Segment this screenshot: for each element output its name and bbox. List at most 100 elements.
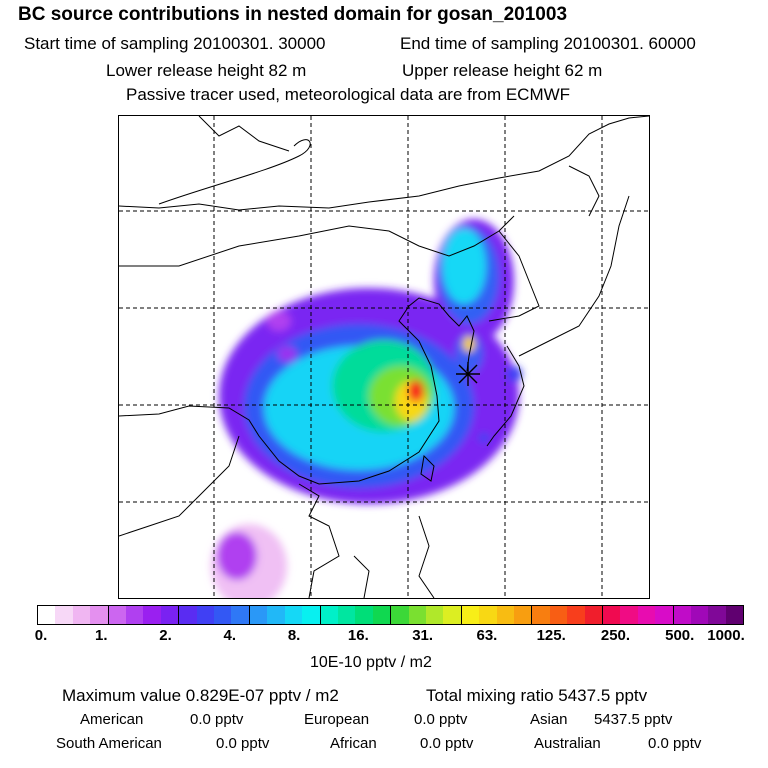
colorbar-segment: [513, 606, 533, 624]
colorbar-segment: [214, 606, 232, 624]
colorbar-segment: [126, 606, 144, 624]
graticule: [119, 116, 649, 598]
lake-baikal: [158, 139, 311, 205]
colorbar-tick-label: 125.: [536, 627, 566, 644]
plume-violet-sw: [217, 532, 257, 580]
plume-korea-yellow: [463, 336, 475, 352]
japan-kyushu: [486, 345, 525, 447]
colorbar-segment: [302, 606, 321, 624]
coastlines: [119, 116, 649, 598]
plume-red-max: [408, 380, 424, 402]
receptor-star-icon: [456, 362, 480, 386]
european-value: 0.0 pptv: [414, 711, 468, 728]
colorbar-segment: [691, 606, 709, 624]
colorbar-segment: [479, 606, 497, 624]
plume-cyan-north: [442, 228, 486, 304]
lower-release-height: Lower release height 82 m: [106, 61, 307, 80]
colorbar-tick-label: 250.: [600, 627, 631, 644]
upper-release-height: Upper release height 62 m: [402, 61, 603, 80]
total-mixing-ratio-label: Total mixing ratio 5437.5 pptv: [426, 686, 648, 705]
sakhalin: [568, 165, 600, 217]
colorbar-segment: [72, 606, 91, 624]
colorbar-segment: [443, 606, 462, 624]
southwest-border: [119, 435, 240, 537]
colorbar-unit: 10E-10 pptv / m2: [310, 654, 432, 671]
concentration-field: [211, 219, 522, 598]
colorbar-segment: [196, 606, 215, 624]
philippines: [353, 555, 370, 598]
colorbar-segment: [267, 606, 285, 624]
colorbar-segment: [708, 606, 726, 624]
colorbar-segment: [391, 606, 409, 624]
border-north: [119, 116, 649, 211]
colorbar-tick-label: 2.: [159, 627, 172, 644]
colorbar-segment: [320, 606, 338, 624]
colorbar-segment: [408, 606, 426, 624]
colorbar-segment: [725, 606, 744, 624]
taiwan: [420, 454, 435, 482]
colorbar-segment: [38, 606, 56, 624]
colorbar-segment: [284, 606, 303, 624]
colorbar-tick-label: 1000.: [707, 627, 745, 644]
colorbar-segment: [532, 606, 550, 624]
plume-west-speck: [267, 311, 291, 331]
tracer-note: Passive tracer used, meteorological data…: [126, 85, 571, 104]
asian-label: Asian: [530, 711, 568, 728]
african-value: 0.0 pptv: [420, 735, 474, 752]
colorbar-tick-label: 31.: [412, 627, 434, 644]
colorbar-segment: [461, 606, 480, 624]
colorbar: [37, 605, 744, 625]
colorbar-segment: [637, 606, 656, 624]
colorbar-tick-label: 63.: [476, 627, 498, 644]
australian-value: 0.0 pptv: [648, 735, 702, 752]
colorbar-segment: [603, 606, 621, 624]
colorbar-segment: [337, 606, 356, 624]
colorbar-segment: [620, 606, 638, 624]
asian-value: 5437.5 pptv: [594, 711, 673, 728]
plume-taiwan-spot: [478, 433, 490, 443]
colorbar-segment: [673, 606, 692, 624]
african-label: African: [330, 735, 377, 752]
manchuria-border: [488, 230, 540, 322]
american-label: American: [80, 711, 144, 728]
colorbar-segment: [655, 606, 674, 624]
plume-kyushu: [506, 366, 522, 382]
end-time-label: End time of sampling 20100301. 60000: [400, 34, 696, 53]
colorbar-segment: [567, 606, 585, 624]
south-american-label: South American: [56, 735, 162, 752]
max-value-label: Maximum value 0.829E-07 pptv / m2: [62, 686, 339, 705]
colorbar-segment: [355, 606, 373, 624]
south-american-value: 0.0 pptv: [216, 735, 270, 752]
australian-label: Australian: [534, 735, 601, 752]
colorbar-tick-label: 500.: [665, 627, 695, 644]
map-panel: [118, 115, 650, 599]
colorbar-segment: [372, 606, 392, 624]
siberia-river: [198, 116, 290, 152]
japan-main: [518, 195, 630, 357]
colorbar-tick-label: 8.: [287, 627, 301, 644]
colorbar-tick-label: 16.: [347, 627, 369, 644]
colorbar-segment: [90, 606, 109, 624]
colorbar-segment: [425, 606, 444, 624]
colorbar-segment: [231, 606, 250, 624]
colorbar-segment: [160, 606, 180, 624]
colorbar-segment: [179, 606, 197, 624]
plume-west-speck-2: [277, 346, 297, 362]
colorbar-tick-label: 0.: [34, 627, 48, 644]
american-value: 0.0 pptv: [190, 711, 244, 728]
colorbar-segment: [249, 606, 268, 624]
map-svg: [119, 116, 649, 598]
indochina-coast: [298, 483, 340, 598]
colorbar-ticks: 0. 1. 2. 4. 8. 16. 31. 63. 125. 250. 500. 1000.: [0, 627, 768, 647]
colorbar-tick-label: 1.: [95, 627, 108, 644]
page-title: BC source contributions in nested domain…: [18, 4, 568, 25]
european-label: European: [304, 711, 370, 728]
colorbar-segment: [143, 606, 161, 624]
colorbar-segment: [549, 606, 568, 624]
colorbar-tick-label: 4.: [223, 627, 237, 644]
mongolia-border: [119, 215, 515, 267]
colorbar-segment: [584, 606, 603, 624]
philippines-2: [418, 515, 435, 598]
start-time-label: Start time of sampling 20100301. 30000: [24, 34, 326, 53]
colorbar-segment: [496, 606, 514, 624]
